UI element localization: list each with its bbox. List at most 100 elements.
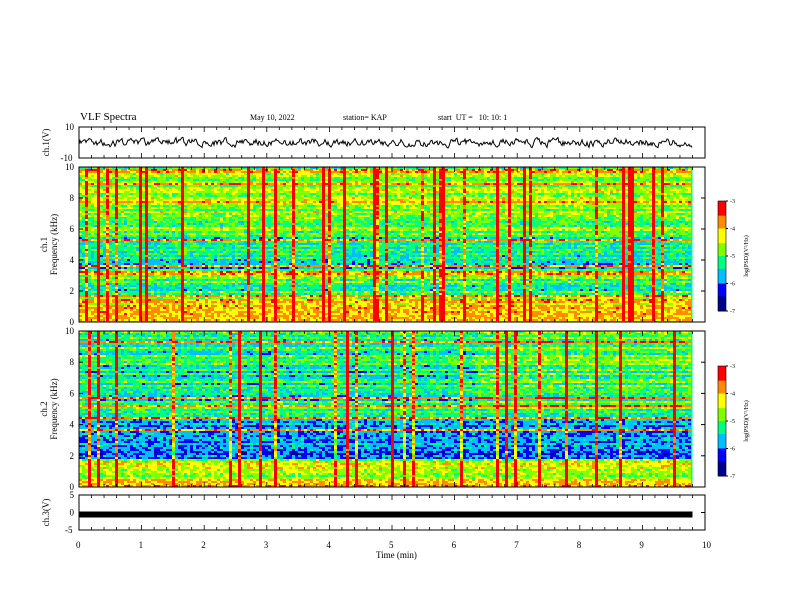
ch1-spectrogram-cell — [331, 217, 334, 219]
ch1-spectrogram-cell — [496, 209, 499, 211]
ch1-spectrogram-cell — [655, 189, 658, 191]
ch1-spectrogram-cell — [670, 215, 676, 217]
ch1-spectrogram-cell — [217, 197, 226, 199]
ch1-spectrogram-cell — [385, 225, 388, 227]
ch1-spectrogram-cell — [349, 219, 352, 221]
ch1-spectrogram-cell — [115, 175, 118, 177]
ch1-spectrogram-cell — [283, 209, 286, 211]
ch1-spectrogram-cell — [271, 205, 274, 207]
ch1-spectrogram-cell — [97, 223, 100, 225]
ch1-spectrogram-cell — [292, 193, 295, 195]
ch1-spectrogram-cell — [463, 209, 466, 211]
ch1-spectrogram-cell — [580, 169, 583, 171]
ch1-spectrogram-cell — [619, 217, 622, 219]
ch1-spectrogram-cell — [121, 177, 124, 179]
ch1-spectrogram-cell — [604, 213, 607, 215]
ch1-spectrogram-cell — [610, 225, 613, 227]
ch1-spectrogram-cell — [286, 193, 292, 195]
ch1-spectrogram-cell — [142, 183, 145, 185]
ch1-spectrogram-cell — [496, 211, 499, 213]
ch1-spectrogram-cell — [355, 227, 358, 229]
ch1-spectrogram-cell — [673, 175, 682, 177]
ch1-spectrogram-cell — [115, 179, 118, 181]
ch1-spectrogram-cell — [394, 233, 397, 235]
ch1-spectrogram-cell — [601, 221, 604, 223]
ch1-spectrogram-cell — [496, 185, 499, 187]
ch1-spectrogram-cell — [295, 207, 298, 209]
ch1-spectrogram-cell — [367, 211, 370, 213]
ch1-spectrogram-cell — [535, 189, 538, 191]
ch1-spectrogram-cell — [463, 183, 466, 185]
ch1-spectrogram-cell — [115, 201, 118, 203]
ch1-spectrogram-cell — [187, 235, 190, 237]
ch1-spectrogram-cell — [559, 213, 562, 215]
ch1-spectrogram-cell — [628, 175, 634, 177]
ch1-spectrogram-cell — [439, 173, 445, 175]
ch1-spectrogram-cell — [424, 235, 433, 237]
ch1-spectrogram-cell — [307, 201, 313, 203]
ch1-spectrogram-cell — [334, 221, 337, 223]
ch1-spectrogram-cell — [127, 215, 130, 217]
ch1-spectrogram-cell — [139, 195, 142, 197]
ch1-spectrogram-cell — [106, 225, 109, 227]
ch1-spectrogram-cell — [187, 213, 190, 215]
ch1-spectrogram-cell — [112, 229, 115, 231]
ch1-spectrogram-cell — [145, 193, 148, 195]
ch1-spectrogram-cell — [412, 177, 415, 179]
ch1-spectrogram-cell — [121, 231, 124, 233]
ch1-spectrogram-cell — [265, 227, 268, 229]
ch1-spectrogram-cell — [226, 211, 229, 213]
ch1-spectrogram-cell — [301, 181, 304, 183]
ch1-spectrogram-cell — [97, 177, 100, 179]
ch1-spectrogram-cell — [427, 171, 430, 173]
ch1-spectrogram-cell — [124, 237, 127, 239]
ch1-spectrogram-cell — [568, 219, 571, 221]
ch1-spectrogram-cell — [439, 197, 445, 199]
ch1-spectrogram-cell — [298, 181, 301, 183]
ch1-spectrogram-cell — [598, 189, 601, 191]
ch1-spectrogram-cell — [367, 237, 370, 239]
ch1-spectrogram-cell — [685, 191, 691, 193]
ch1-spectrogram-cell — [655, 171, 661, 173]
ch1-spectrogram-cell — [406, 205, 409, 207]
ch1-spectrogram-cell — [226, 169, 229, 171]
ch1-spectrogram-cell — [289, 217, 292, 219]
ch1-spectrogram-cell — [628, 227, 634, 229]
ch1-spectrogram-cell — [232, 191, 238, 193]
ch1-spectrogram-cell — [283, 237, 286, 239]
ch1-spectrogram-cell — [250, 207, 253, 209]
ch1-spectrogram-cell — [340, 237, 343, 239]
ch1-spectrogram-cell — [262, 191, 265, 193]
ch1-spectrogram-cell — [478, 209, 481, 211]
ch1-spectrogram-cell — [358, 195, 364, 197]
ch1-spectrogram-cell — [355, 171, 358, 173]
ch1-spectrogram-cell — [202, 201, 205, 203]
ch1-spectrogram-cell — [577, 173, 580, 175]
ch1-spectrogram-cell — [178, 211, 181, 213]
ch1-spectrogram-cell — [499, 219, 502, 221]
ch1-spectrogram-cell — [643, 183, 646, 185]
ch1-spectrogram-cell — [271, 173, 274, 175]
ch1-spectrogram-cell — [142, 225, 145, 227]
ch1-spectrogram-cell — [409, 205, 412, 207]
ch1-spectrogram-cell — [145, 211, 148, 213]
ch1-spectrogram-cell — [649, 223, 652, 225]
ch1-spectrogram-cell — [388, 237, 391, 239]
ch1-spectrogram-cell — [502, 199, 505, 201]
ch1-spectrogram-cell — [292, 229, 295, 231]
ch1-spectrogram-cell — [559, 201, 562, 203]
ch1-spectrogram-cell — [244, 223, 247, 225]
ch1-spectrogram-cell — [232, 217, 238, 219]
ch1-spectrogram-cell — [355, 181, 358, 183]
ch1-spectrogram-cell — [616, 175, 619, 177]
ch1-spectrogram-cell — [664, 213, 667, 215]
ch1-spectrogram-cell — [508, 179, 511, 181]
ch1-spectrogram-cell — [175, 225, 181, 227]
ch1-spectrogram-cell — [574, 191, 583, 193]
ch1-spectrogram-cell — [295, 219, 313, 221]
ch1-spectrogram-cell — [475, 195, 478, 197]
ch1-spectrogram-cell — [595, 185, 598, 187]
ch1-spectrogram-cell — [397, 195, 400, 197]
ch1-spectrogram-cell — [439, 219, 445, 221]
ch1-spectrogram-cell — [241, 181, 247, 183]
